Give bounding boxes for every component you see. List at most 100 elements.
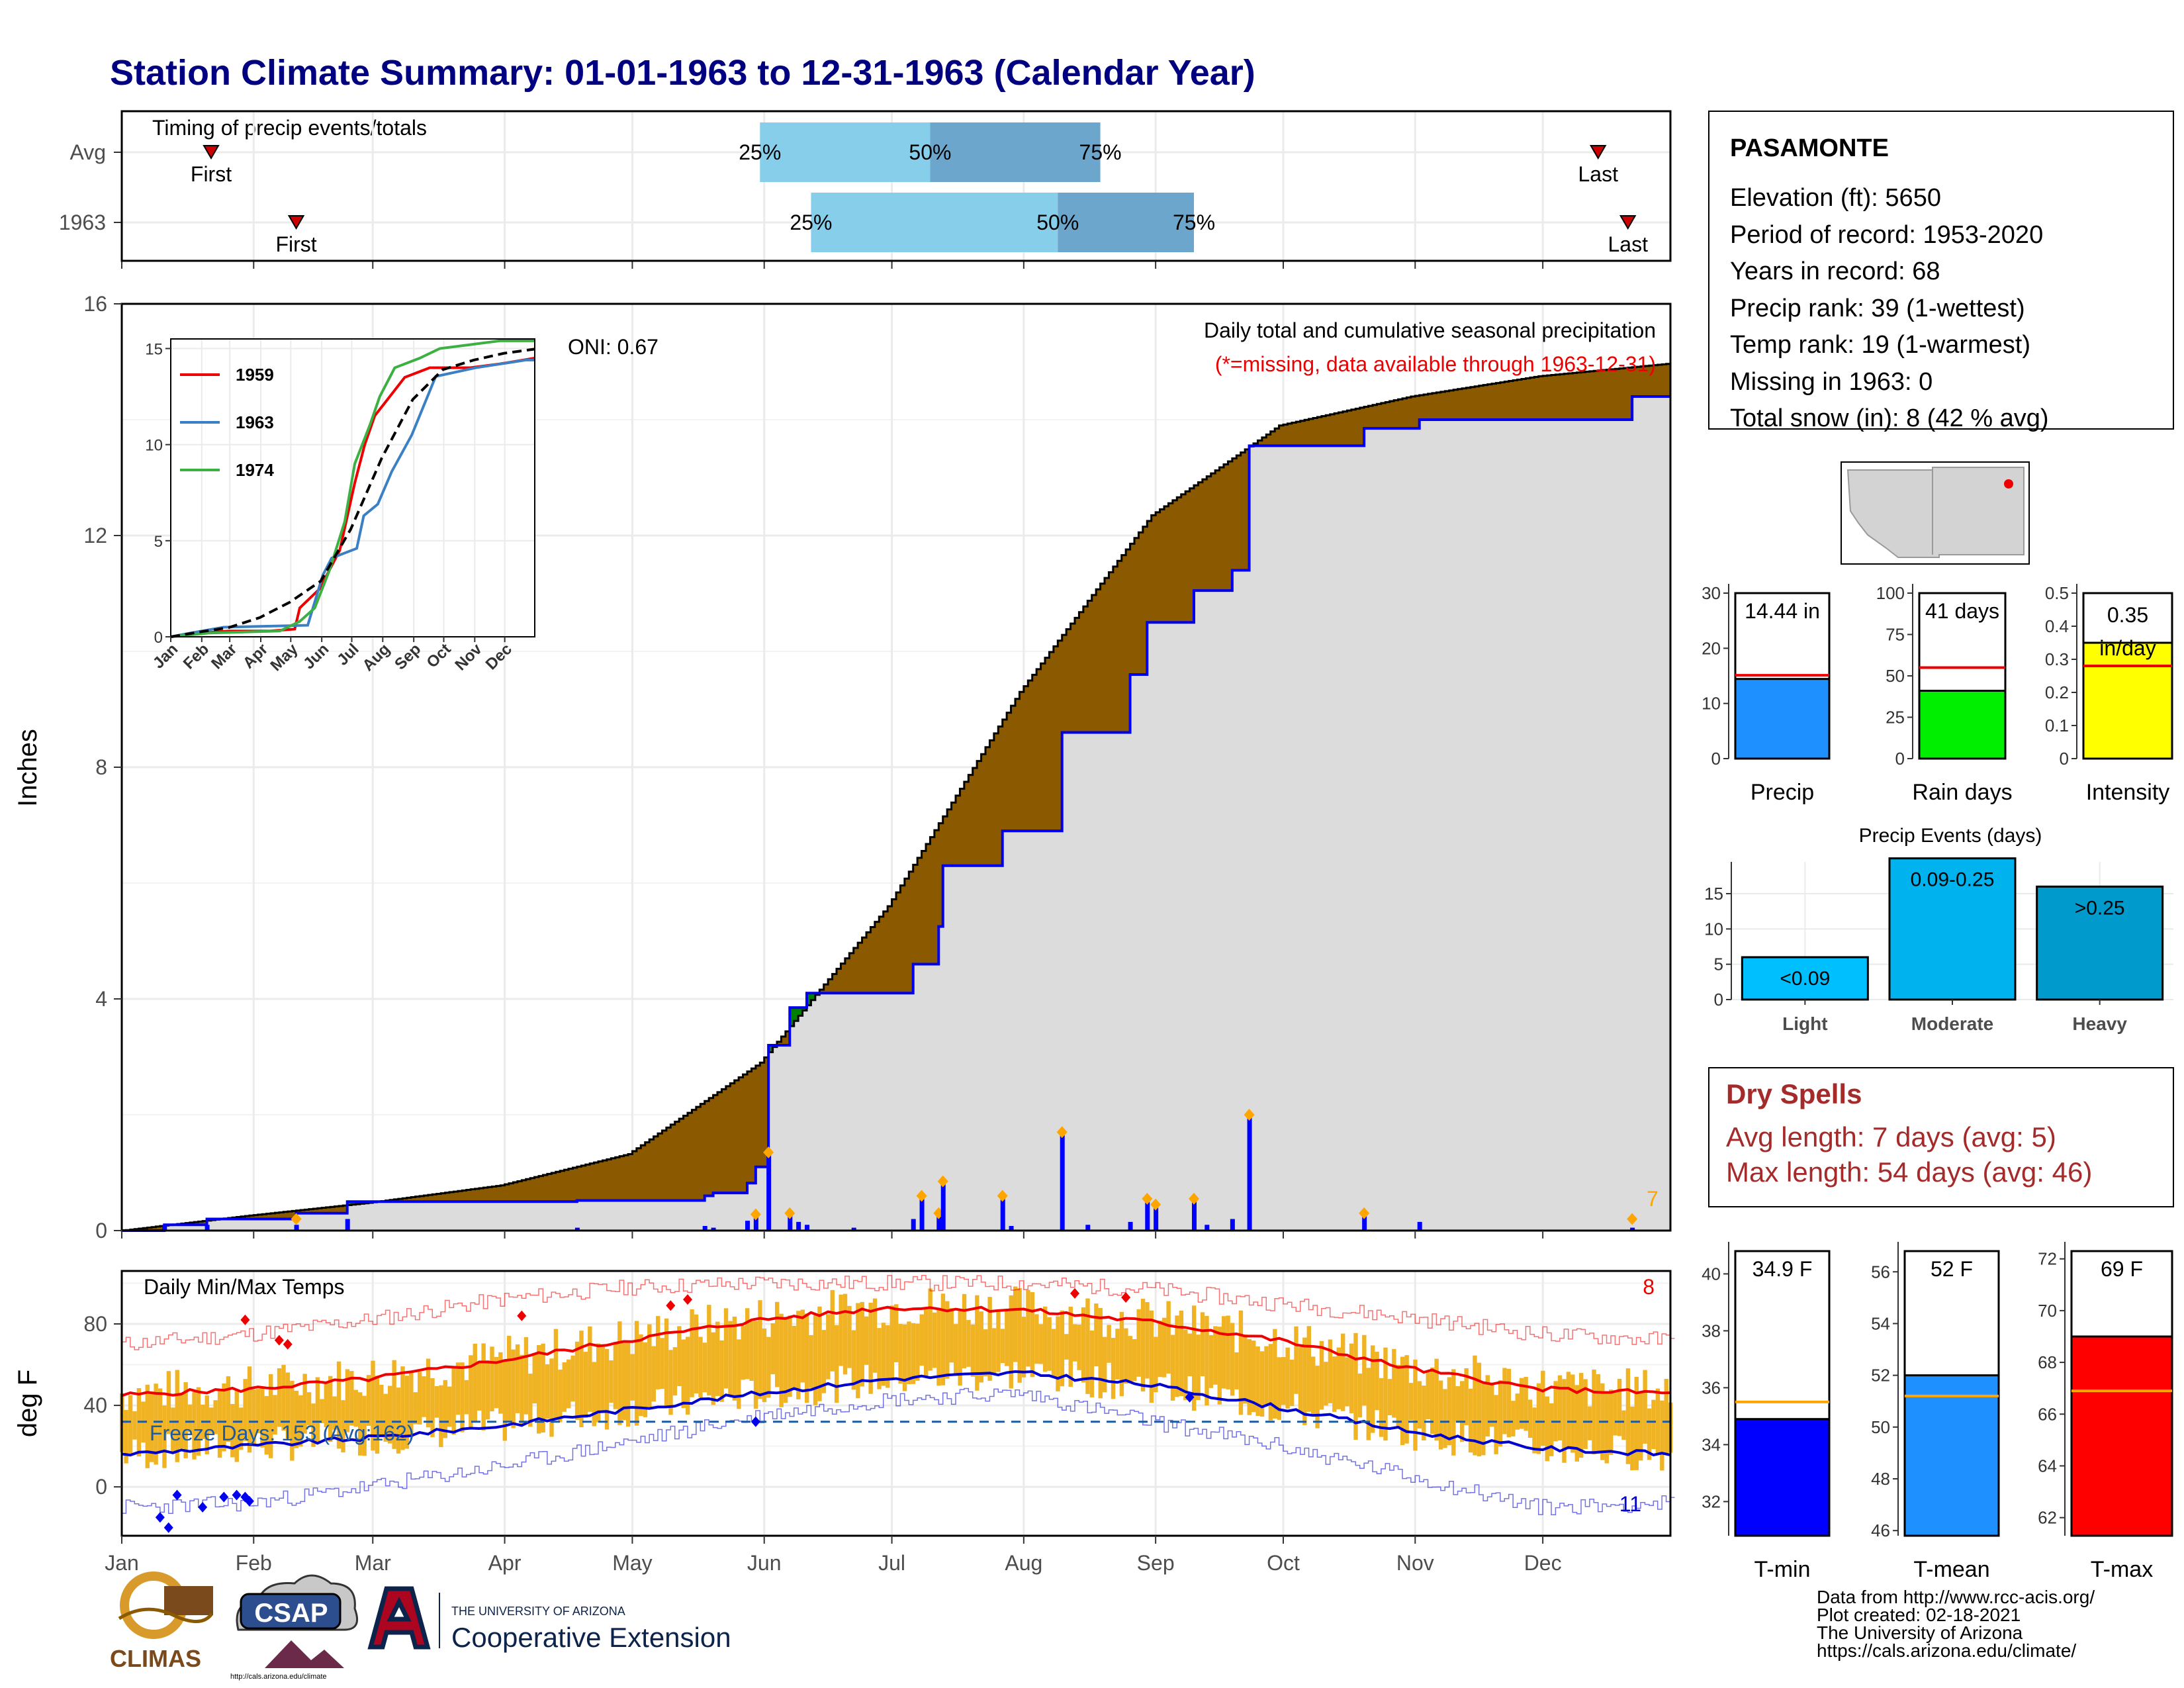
events-bar-label: >0.25	[2075, 897, 2125, 919]
daily-precip-marker-icon	[1244, 1109, 1255, 1121]
daily-temp-bar	[579, 1331, 584, 1428]
precip-observed-area	[122, 397, 1670, 1231]
summary-ytick-label: 72	[2038, 1249, 2057, 1269]
daily-temp-bar	[1490, 1382, 1494, 1427]
summary-ytick-label: 0.4	[2045, 616, 2069, 636]
daily-temp-bar	[604, 1348, 610, 1430]
summary-ytick-label: 40	[1702, 1264, 1721, 1284]
dry-spells-frame	[1708, 1067, 2174, 1207]
daily-precip-bar	[1145, 1198, 1150, 1231]
daily-temp-bar	[158, 1388, 163, 1452]
record-high-marker-icon	[1070, 1288, 1079, 1299]
daily-temp-bar	[1315, 1366, 1320, 1429]
daily-temp-bar	[660, 1338, 664, 1389]
daily-temp-bar	[936, 1307, 941, 1386]
events-bar	[1741, 956, 1869, 1001]
events-category-label: Heavy	[2072, 1013, 2127, 1034]
daily-temp-bar	[209, 1407, 214, 1433]
summary-value-label: in/day	[2099, 636, 2156, 660]
daily-temp-bar	[1468, 1388, 1473, 1453]
summary-ytick-label: 0.2	[2045, 682, 2069, 702]
daily-temp-bar	[1115, 1329, 1120, 1380]
timing-last-label: Last	[1608, 232, 1648, 256]
summary-ytick-label: 68	[2038, 1352, 2057, 1372]
daily-temp-bar	[1264, 1346, 1269, 1406]
precip-summary-bars: 0 10 20 30 14.44 in Precip 0 25 50 75 100 41 days Ra…	[1702, 583, 2173, 805]
daily-temp-bar	[306, 1392, 312, 1426]
daily-temp-bar	[1273, 1329, 1277, 1419]
daily-temp-bar	[609, 1360, 614, 1403]
events-category-label: Light	[1782, 1013, 1827, 1034]
daily-temp-bar	[213, 1400, 218, 1434]
daily-temp-bar	[940, 1293, 946, 1385]
daily-temp-bar	[1047, 1317, 1052, 1371]
daily-temp-bar	[485, 1360, 490, 1420]
climas-mark	[164, 1586, 213, 1615]
daily-temp-bar	[523, 1336, 529, 1415]
daily-temp-bar	[532, 1354, 537, 1404]
inset-legend-label: 1974	[236, 460, 274, 480]
daily-temp-bar	[886, 1325, 890, 1388]
daily-temp-bar	[826, 1314, 831, 1380]
daily-temp-bar	[970, 1324, 976, 1377]
daily-precip-marker-icon	[997, 1190, 1008, 1202]
summary-ytick-label: 52	[1871, 1366, 1890, 1385]
daily-precip-bar	[1247, 1115, 1252, 1231]
daily-temp-bar	[1332, 1356, 1337, 1412]
daily-temp-bar	[728, 1321, 733, 1396]
daily-precip-bar	[1000, 1196, 1005, 1231]
daily-temp-bar	[1473, 1355, 1477, 1456]
temp-xtick-label: Mar	[355, 1551, 391, 1575]
daily-temp-bar	[434, 1386, 439, 1418]
summary-ytick-label: 66	[2038, 1404, 2057, 1424]
inset-series-1974	[170, 339, 535, 638]
daily-temp-bar	[975, 1295, 979, 1391]
events-category-label: Moderate	[1911, 1013, 1993, 1034]
daily-temp-bar	[1017, 1288, 1022, 1383]
daily-precip-bar	[205, 1225, 210, 1231]
daily-precip-bar	[796, 1221, 801, 1231]
climas-wave-icon	[118, 1607, 214, 1623]
daily-temp-bar	[723, 1308, 729, 1389]
daily-temp-bar	[264, 1395, 269, 1455]
daily-temp-bar	[1447, 1377, 1452, 1446]
daily-temp-bar	[613, 1342, 618, 1409]
daily-precip-marker-icon	[1150, 1198, 1161, 1211]
daily-temp-bar	[719, 1340, 724, 1402]
summary-ytick-label: 64	[2038, 1456, 2057, 1476]
daily-temp-bar	[1587, 1406, 1592, 1440]
daily-precip-bar	[1060, 1132, 1065, 1231]
daily-precip-bar	[788, 1213, 793, 1231]
daily-temp-bar	[902, 1324, 907, 1391]
daily-temp-bar	[1306, 1326, 1311, 1412]
daily-temp-bar	[324, 1382, 328, 1428]
daily-temp-bar	[600, 1346, 605, 1413]
daily-temp-bar	[1387, 1379, 1392, 1416]
daily-temp-bar	[626, 1342, 631, 1427]
summary-ytick-label: 34	[1702, 1434, 1721, 1454]
record-low-marker-icon	[172, 1489, 182, 1501]
daily-temp-bar	[1034, 1314, 1039, 1364]
daily-temp-bar	[1132, 1339, 1137, 1382]
daily-precip-bar	[766, 1152, 772, 1231]
daily-temp-bar	[545, 1364, 550, 1419]
summary-ytick-label: 46	[1871, 1521, 1890, 1540]
summary-value-label: 52 F	[1931, 1257, 1973, 1281]
daily-temp-bar	[455, 1362, 461, 1415]
daily-temp-bar	[1056, 1316, 1060, 1391]
daily-temp-bar	[839, 1294, 843, 1366]
daily-temp-bar	[588, 1326, 592, 1412]
daily-temp-bar	[1038, 1324, 1043, 1364]
daily-temp-bar	[1103, 1336, 1107, 1393]
daily-temp-bar	[128, 1395, 133, 1454]
station-line: Years in record: 68	[1730, 258, 1940, 285]
summary-value-label: 41 days	[1925, 599, 1999, 623]
precip-panel: Inches 0 4 8 12 16 Daily total and cumulative…	[13, 292, 1672, 1243]
daily-temp-bar	[1494, 1395, 1498, 1454]
summary-category-label: Intensity	[2086, 780, 2170, 805]
daily-temp-bar	[1455, 1386, 1460, 1422]
daily-precip-marker-icon	[784, 1207, 796, 1219]
daily-temp-bar	[553, 1329, 559, 1419]
daily-temp-bar	[277, 1368, 282, 1427]
daily-temp-bar	[294, 1390, 298, 1448]
